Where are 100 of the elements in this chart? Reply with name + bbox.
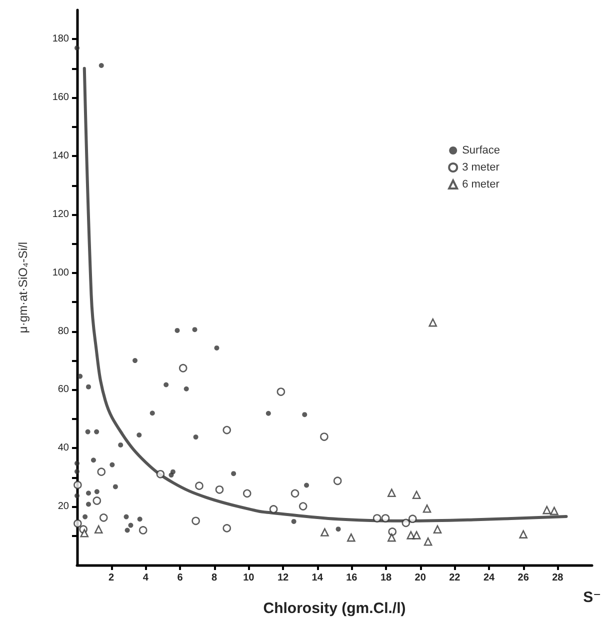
x-tick-label: 6 bbox=[177, 572, 184, 584]
point bbox=[74, 469, 80, 474]
point bbox=[94, 489, 100, 494]
point bbox=[80, 529, 89, 538]
point bbox=[128, 522, 134, 528]
point bbox=[86, 502, 91, 507]
text: S⁻ bbox=[583, 589, 602, 606]
point bbox=[99, 514, 108, 522]
y-tick-label: 140 bbox=[52, 150, 70, 162]
y-tick-label: 40 bbox=[58, 442, 70, 454]
point bbox=[424, 537, 432, 546]
point bbox=[412, 490, 421, 500]
point bbox=[215, 485, 224, 494]
point bbox=[74, 460, 80, 466]
x-tick-label: 24 bbox=[483, 572, 495, 584]
point bbox=[276, 388, 286, 396]
x-tick-label: 4 bbox=[142, 572, 149, 584]
point bbox=[94, 525, 103, 534]
point bbox=[82, 514, 88, 520]
point bbox=[118, 442, 124, 448]
point bbox=[214, 345, 220, 350]
point bbox=[290, 489, 300, 498]
point bbox=[406, 531, 416, 540]
point bbox=[97, 468, 106, 476]
point bbox=[86, 490, 91, 496]
point bbox=[320, 432, 328, 441]
point bbox=[164, 382, 169, 388]
point bbox=[304, 482, 310, 488]
point bbox=[136, 432, 142, 438]
point bbox=[110, 462, 115, 468]
point bbox=[269, 505, 278, 514]
point bbox=[519, 530, 528, 538]
legend-label: 3 meter bbox=[462, 162, 500, 174]
point bbox=[98, 63, 104, 68]
point bbox=[550, 506, 558, 516]
point bbox=[90, 458, 96, 463]
y-tick-label: 120 bbox=[52, 208, 70, 220]
x-tick-label: 8 bbox=[212, 572, 218, 584]
y-tick-label: 100 bbox=[52, 267, 70, 278]
point bbox=[222, 426, 232, 434]
x-tick-label: 18 bbox=[380, 572, 392, 584]
point bbox=[542, 506, 551, 514]
x-axis-title: Chlorosity (gm.Cl./l) bbox=[263, 600, 406, 617]
x-tick-label: 22 bbox=[449, 572, 461, 584]
point bbox=[408, 514, 417, 523]
point bbox=[124, 528, 130, 533]
point bbox=[372, 514, 382, 522]
point bbox=[231, 471, 236, 476]
point bbox=[74, 45, 80, 50]
point bbox=[433, 525, 442, 534]
y-tick-label: 60 bbox=[58, 384, 70, 396]
point bbox=[320, 528, 329, 536]
point bbox=[85, 429, 90, 434]
point bbox=[150, 410, 155, 416]
point bbox=[132, 358, 138, 364]
point bbox=[422, 504, 432, 513]
point bbox=[402, 518, 410, 528]
point bbox=[86, 384, 91, 390]
point bbox=[92, 496, 102, 505]
x-tick-label: 28 bbox=[552, 572, 564, 584]
point bbox=[298, 502, 308, 510]
point bbox=[388, 488, 396, 497]
point bbox=[168, 472, 174, 478]
point bbox=[124, 514, 129, 520]
point bbox=[192, 327, 198, 332]
point bbox=[178, 364, 188, 372]
point bbox=[94, 429, 100, 434]
point bbox=[193, 434, 198, 440]
point bbox=[302, 412, 308, 418]
point bbox=[388, 533, 396, 542]
point bbox=[138, 526, 148, 534]
point bbox=[388, 528, 396, 536]
point bbox=[336, 526, 341, 532]
point bbox=[112, 484, 118, 490]
y-tick-label: 180 bbox=[52, 34, 70, 45]
point bbox=[192, 516, 200, 526]
legend-label: 6 meter bbox=[462, 178, 500, 190]
point bbox=[428, 318, 438, 327]
point bbox=[174, 328, 180, 333]
point bbox=[195, 482, 204, 490]
point bbox=[266, 410, 271, 416]
y-axis-title: μ·gm·at·SiO₄-Si/l bbox=[16, 242, 30, 334]
point bbox=[291, 518, 296, 524]
point bbox=[381, 514, 390, 522]
x-tick-label: 2 bbox=[108, 572, 115, 584]
point bbox=[78, 374, 83, 379]
y-tick-label: 160 bbox=[52, 92, 70, 104]
legend-label: Surface bbox=[462, 144, 500, 156]
point bbox=[74, 519, 82, 528]
x-tick-label: 20 bbox=[414, 572, 426, 584]
point bbox=[222, 524, 232, 532]
point bbox=[242, 489, 252, 498]
point bbox=[184, 386, 189, 392]
point bbox=[412, 531, 421, 540]
point bbox=[137, 516, 142, 522]
y-tick-label: 80 bbox=[58, 326, 70, 337]
x-tick-label: 16 bbox=[346, 572, 358, 584]
x-tick-label: 10 bbox=[243, 572, 255, 584]
point bbox=[347, 533, 356, 542]
point bbox=[156, 470, 165, 478]
